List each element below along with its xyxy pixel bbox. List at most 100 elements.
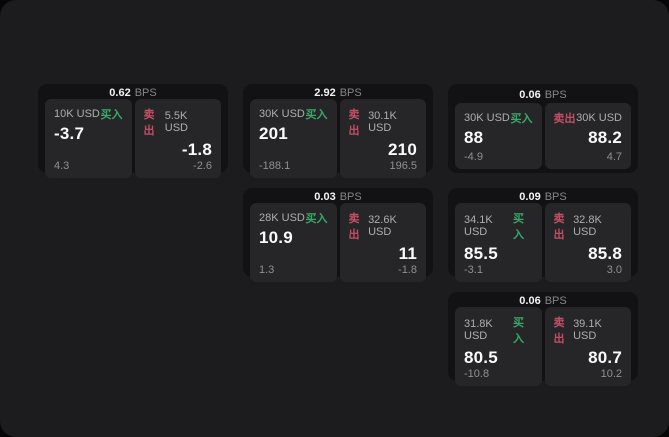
buy-size-label: 10K USD <box>54 108 100 120</box>
buy-quote-panel[interactable]: 34.1K USD 买入 85.5 -3.1 <box>455 203 542 282</box>
sell-size-label: 32.6K USD <box>368 214 397 238</box>
sell-panel-top: 卖出 5.5K USD <box>144 106 213 138</box>
bps-header: 0.03 BPS <box>243 188 433 203</box>
buy-price: 201 <box>259 124 288 143</box>
bps-value: 0.09 <box>519 191 541 203</box>
sell-price: 210 <box>388 140 417 159</box>
quote-card: 0.03 BPS 28K USD 买入 10.9 1.3 卖出 32.6K US… <box>243 188 433 282</box>
sell-price: 11 <box>398 244 417 263</box>
sell-quote-panel[interactable]: 卖出 30K USD 88.2 4.7 <box>544 103 631 169</box>
sell-quote-panel[interactable]: 卖出 32.8K USD 85.8 3.0 <box>544 203 631 282</box>
buy-price: -3.7 <box>54 124 85 143</box>
buy-side-label: 买入 <box>510 113 533 125</box>
buy-panel-top: 30K USD 买入 <box>464 110 533 126</box>
buy-size-label: 30K USD <box>259 108 305 120</box>
sell-side-label: 卖出 <box>553 113 576 125</box>
sell-quote-panel[interactable]: 卖出 5.5K USD -1.8 -2.6 <box>134 99 221 178</box>
sell-size-label: 32.8K USD <box>573 214 602 238</box>
buy-quote-panel[interactable]: 30K USD 买入 201 -188.1 <box>250 99 337 178</box>
bps-value: 0.06 <box>519 89 541 101</box>
quote-panels: 10K USD 买入 -3.7 4.3 卖出 5.5K USD -1.8 -2.… <box>45 99 221 178</box>
sell-sub-value: -1.8 <box>398 264 417 276</box>
buy-quote-panel[interactable]: 30K USD 买入 88 -4.9 <box>455 103 542 169</box>
buy-side-label: 买入 <box>100 109 123 121</box>
sell-size-label: 30K USD <box>576 112 622 124</box>
sell-panel-top: 卖出 30K USD <box>554 110 623 126</box>
sell-panel-top: 卖出 39.1K USD <box>554 314 623 346</box>
buy-panel-top: 34.1K USD 买入 <box>464 210 533 242</box>
sell-side-label: 卖出 <box>553 317 565 345</box>
buy-panel-top: 31.8K USD 买入 <box>464 314 533 346</box>
quote-card: 0.62 BPS 10K USD 买入 -3.7 4.3 卖出 5.5K USD… <box>38 84 228 178</box>
sell-price: 88.2 <box>588 128 622 147</box>
sell-quote-panel[interactable]: 卖出 39.1K USD 80.7 10.2 <box>544 307 631 386</box>
sell-side-label: 卖出 <box>348 109 360 137</box>
bps-unit: BPS <box>544 89 567 101</box>
quote-panels: 30K USD 买入 88 -4.9 卖出 30K USD 88.2 4.7 <box>455 103 631 169</box>
bps-unit: BPS <box>339 191 362 203</box>
sell-sub-value: -2.6 <box>193 160 212 172</box>
buy-panel-top: 10K USD 买入 <box>54 106 123 122</box>
sell-sub-value: 4.7 <box>606 151 622 163</box>
quote-card: 0.09 BPS 34.1K USD 买入 85.5 -3.1 卖出 32.8K… <box>448 188 638 282</box>
sell-side-label: 卖出 <box>348 213 360 241</box>
sell-price: 80.7 <box>588 348 622 367</box>
buy-panel-top: 28K USD 买入 <box>259 210 328 226</box>
buy-price: 88 <box>464 128 484 147</box>
sell-size-label: 39.1K USD <box>573 318 602 342</box>
buy-sub-value: -3.1 <box>464 264 483 276</box>
sell-quote-panel[interactable]: 卖出 30.1K USD 210 196.5 <box>339 99 426 178</box>
sell-side-label: 卖出 <box>553 213 565 241</box>
buy-side-label: 买入 <box>305 109 328 121</box>
bps-unit: BPS <box>544 191 567 203</box>
buy-quote-panel[interactable]: 31.8K USD 买入 80.5 -10.8 <box>455 307 542 386</box>
sell-sub-value: 3.0 <box>606 264 622 276</box>
bps-unit: BPS <box>339 87 362 99</box>
quote-card: 0.06 BPS 31.8K USD 买入 80.5 -10.8 卖出 39.1… <box>448 292 638 386</box>
sell-panel-top: 卖出 32.8K USD <box>554 210 623 242</box>
bps-header: 2.92 BPS <box>243 84 433 99</box>
buy-sub-value: 4.3 <box>54 160 70 172</box>
quote-panels: 34.1K USD 买入 85.5 -3.1 卖出 32.8K USD 85.8… <box>455 203 631 282</box>
buy-panel-top: 30K USD 买入 <box>259 106 328 122</box>
buy-price: 10.9 <box>259 228 293 247</box>
buy-size-label: 30K USD <box>464 112 510 124</box>
bps-header: 0.06 BPS <box>448 84 638 103</box>
bps-value: 0.06 <box>519 295 541 307</box>
buy-quote-panel[interactable]: 10K USD 买入 -3.7 4.3 <box>45 99 132 178</box>
buy-price: 80.5 <box>464 348 498 367</box>
quote-card: 0.06 BPS 30K USD 买入 88 -4.9 卖出 30K USD 8… <box>448 84 638 173</box>
buy-sub-value: -188.1 <box>259 160 291 172</box>
sell-sub-value: 196.5 <box>389 160 417 172</box>
bps-header: 0.62 BPS <box>38 84 228 99</box>
buy-sub-value: 1.3 <box>259 264 275 276</box>
buy-size-label: 31.8K USD <box>464 318 493 342</box>
buy-side-label: 买入 <box>512 213 524 241</box>
buy-side-label: 买入 <box>305 213 328 225</box>
quote-card: 2.92 BPS 30K USD 买入 201 -188.1 卖出 30.1K … <box>243 84 433 178</box>
bps-header: 0.09 BPS <box>448 188 638 203</box>
sell-quote-panel[interactable]: 卖出 32.6K USD 11 -1.8 <box>339 203 426 282</box>
bps-value: 0.03 <box>314 191 336 203</box>
sell-size-label: 5.5K USD <box>164 110 188 134</box>
buy-sub-value: -10.8 <box>464 368 490 380</box>
buy-price: 85.5 <box>464 244 498 263</box>
sell-price: 85.8 <box>588 244 622 263</box>
quote-panels: 28K USD 买入 10.9 1.3 卖出 32.6K USD 11 -1.8 <box>250 203 426 282</box>
quote-panels: 31.8K USD 买入 80.5 -10.8 卖出 39.1K USD 80.… <box>455 307 631 386</box>
sell-size-label: 30.1K USD <box>368 110 397 134</box>
bps-unit: BPS <box>134 87 157 99</box>
bps-header: 0.06 BPS <box>448 292 638 307</box>
sell-panel-top: 卖出 30.1K USD <box>349 106 418 138</box>
sell-side-label: 卖出 <box>143 109 155 137</box>
sell-panel-top: 卖出 32.6K USD <box>349 210 418 242</box>
buy-size-label: 28K USD <box>259 212 305 224</box>
sell-sub-value: 10.2 <box>600 368 622 380</box>
buy-quote-panel[interactable]: 28K USD 买入 10.9 1.3 <box>250 203 337 282</box>
bps-value: 2.92 <box>314 87 336 99</box>
bps-unit: BPS <box>544 295 567 307</box>
sell-price: -1.8 <box>181 140 212 159</box>
buy-size-label: 34.1K USD <box>464 214 493 238</box>
buy-side-label: 买入 <box>512 317 524 345</box>
